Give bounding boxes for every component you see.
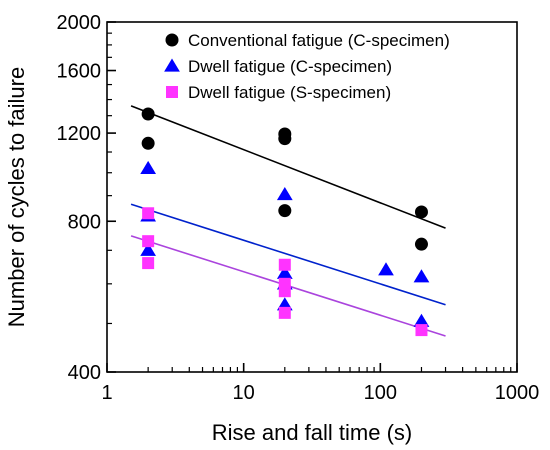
legend: Conventional fatigue (C-specimen) Dwell f… [164,31,450,102]
data-point-series-3 [142,257,155,270]
x-tick-label: 1000 [495,382,540,404]
data-point-series-2 [276,186,293,201]
data-point-series-3 [415,324,428,337]
data-point-series-2 [413,313,430,327]
data-point-series-1 [414,237,428,251]
data-point-series-2 [140,242,157,256]
legend-marker-series-2 [164,58,180,72]
data-point-series-1 [414,205,428,219]
data-point-series-3 [142,207,155,220]
data-point-series-1 [278,132,292,146]
fit-line-series-1 [130,105,446,229]
data-point-series-3 [278,306,291,319]
y-tick-label: 2000 [57,12,102,34]
data-point-series-3 [278,258,291,271]
data-point-series-3 [142,235,155,248]
legend-label-series-2: Dwell fatigue (C-specimen) [188,57,392,76]
data-point-series-1 [278,204,292,218]
legend-label-series-3: Dwell fatigue (S-specimen) [188,83,391,102]
x-tick-label: 1 [101,382,112,404]
y-tick-label: 1600 [57,61,102,83]
legend-marker-series-1 [165,33,179,47]
x-axis-title: Rise and fall time (s) [212,420,413,445]
y-tick-label: 800 [68,211,101,233]
plot-frame [106,21,518,373]
fit-line-series-2 [130,203,446,306]
data-point-series-3 [278,285,291,298]
x-tick-label: 10 [233,382,255,404]
legend-label-series-1: Conventional fatigue (C-specimen) [188,31,450,50]
data-point-series-2 [140,160,157,175]
y-tick-label: 1200 [57,123,102,145]
x-tick-label: 100 [364,382,397,404]
x-axis-ticks: 1 10 100 1000 [101,363,539,404]
data-point-series-2 [413,269,430,283]
data-point-series-2 [276,265,293,279]
data-point-series-1 [141,136,155,150]
data-point-series-2 [378,262,394,276]
data-point-series-1 [141,107,155,121]
legend-marker-series-3 [166,86,178,98]
data-markers [140,107,430,337]
y-axis-title: Number of cycles to failure [4,67,29,327]
y-axis-ticks: 400 800 1200 1600 2000 [57,12,116,384]
y-tick-label: 400 [68,362,101,384]
